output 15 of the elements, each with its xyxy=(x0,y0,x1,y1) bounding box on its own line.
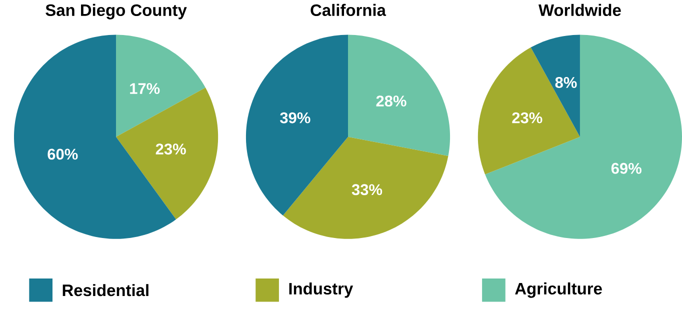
legend-label: Agriculture xyxy=(515,282,602,298)
data-label: 23% xyxy=(512,112,542,124)
legend-label: Industry xyxy=(289,282,354,298)
data-label: 23% xyxy=(156,144,186,155)
legend-label: Residential xyxy=(62,284,148,296)
data-label: 28% xyxy=(376,96,406,107)
data-label: 69% xyxy=(611,162,642,174)
data-label: 17% xyxy=(130,83,160,94)
data-label: 60% xyxy=(48,148,78,160)
chart-title: California xyxy=(310,4,386,16)
data-label: 8% xyxy=(555,77,577,88)
chart-title: San Diego County xyxy=(46,4,187,20)
chart-title: Worldwide xyxy=(538,4,621,16)
data-label: 33% xyxy=(352,184,382,196)
data-label: 39% xyxy=(280,112,310,124)
